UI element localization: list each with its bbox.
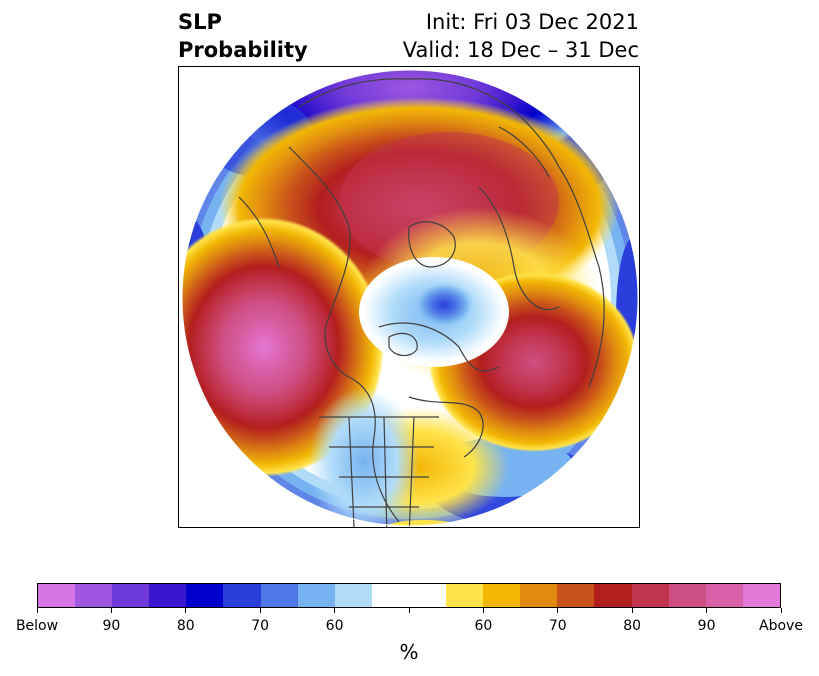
colorbar-tick-mark <box>557 608 559 613</box>
colorbar-tick-mark <box>631 608 633 613</box>
colorbar-tick-label: Below <box>15 618 59 634</box>
title-line-probability: Probability <box>178 38 308 62</box>
colorbar-tick-mark <box>334 608 336 613</box>
colorbar-segment <box>297 584 335 607</box>
colorbar-segment <box>38 584 76 607</box>
colorbar-tick-label: 80 <box>623 618 642 634</box>
colorbar-tick-label: 80 <box>176 618 195 634</box>
init-date: Init: Fri 03 Dec 2021 <box>425 10 639 34</box>
colorbar-tick-mark <box>110 608 112 613</box>
colorbar-tick-label: 60 <box>325 618 344 634</box>
colorbar-segment <box>742 584 780 607</box>
probability-field <box>182 70 638 526</box>
valid-range: Valid: 18 Dec – 31 Dec <box>402 38 639 62</box>
colorbar-segment <box>223 584 261 607</box>
colorbar-segment <box>705 584 743 607</box>
colorbar-unit: % <box>399 640 419 664</box>
colorbar-tick-label: Above <box>759 618 803 634</box>
title-line-slp: SLP <box>178 10 222 34</box>
map-dates: Init: Fri 03 Dec 2021 Valid: 18 Dec – 31… <box>403 8 639 64</box>
colorbar-tick-mark <box>36 608 38 613</box>
colorbar-segment <box>446 584 484 607</box>
coastlines <box>238 78 605 527</box>
colorbar-segment <box>594 584 632 607</box>
colorbar-segment <box>149 584 187 607</box>
colorbar-tick-mark <box>482 608 484 613</box>
colorbar-segment <box>408 584 447 607</box>
colorbar-tick-label: 60 <box>474 618 493 634</box>
colorbar-tick-mark <box>408 608 410 613</box>
colorbar-segment <box>334 584 372 607</box>
colorbar-segment <box>483 584 521 607</box>
colorbar-segment <box>668 584 706 607</box>
colorbar-tick-label: 70 <box>548 618 567 634</box>
colorbar-tick-mark <box>780 608 782 613</box>
colorbar-segment <box>260 584 298 607</box>
probability-map <box>178 66 640 528</box>
colorbar-segment <box>520 584 558 607</box>
colorbar-segment <box>631 584 669 607</box>
colorbar-segment <box>112 584 150 607</box>
map-svg <box>181 69 639 527</box>
colorbar-tick-mark <box>706 608 708 613</box>
colorbar-tick-label: 90 <box>697 618 716 634</box>
map-title: SLP Probability <box>178 8 308 64</box>
colorbar <box>37 583 781 608</box>
colorbar-segment <box>557 584 595 607</box>
colorbar-tick-label: 70 <box>251 618 270 634</box>
colorbar-segment <box>75 584 113 607</box>
colorbar-tick-mark <box>185 608 187 613</box>
colorbar-segment <box>186 584 224 607</box>
colorbar-tick-label: 90 <box>102 618 121 634</box>
colorbar-segment <box>371 584 409 607</box>
colorbar-tick-mark <box>259 608 261 613</box>
